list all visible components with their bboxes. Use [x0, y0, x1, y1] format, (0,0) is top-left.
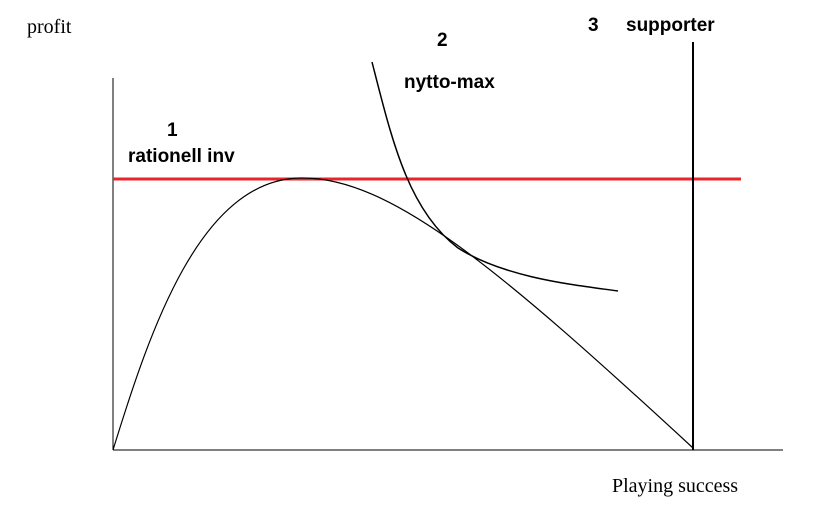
x-axis-label: Playing success: [612, 475, 738, 497]
region-label: rationell inv: [128, 146, 235, 167]
region-number: 2: [437, 30, 448, 51]
profit-curve: [112, 177, 694, 451]
region-number: 3: [588, 15, 599, 36]
region-label: nytto-max: [404, 72, 495, 93]
region-number: 1: [167, 120, 178, 141]
utility-curve: [371, 61, 619, 292]
region-label: supporter: [626, 15, 715, 36]
y-axis-label: profit: [27, 16, 72, 38]
